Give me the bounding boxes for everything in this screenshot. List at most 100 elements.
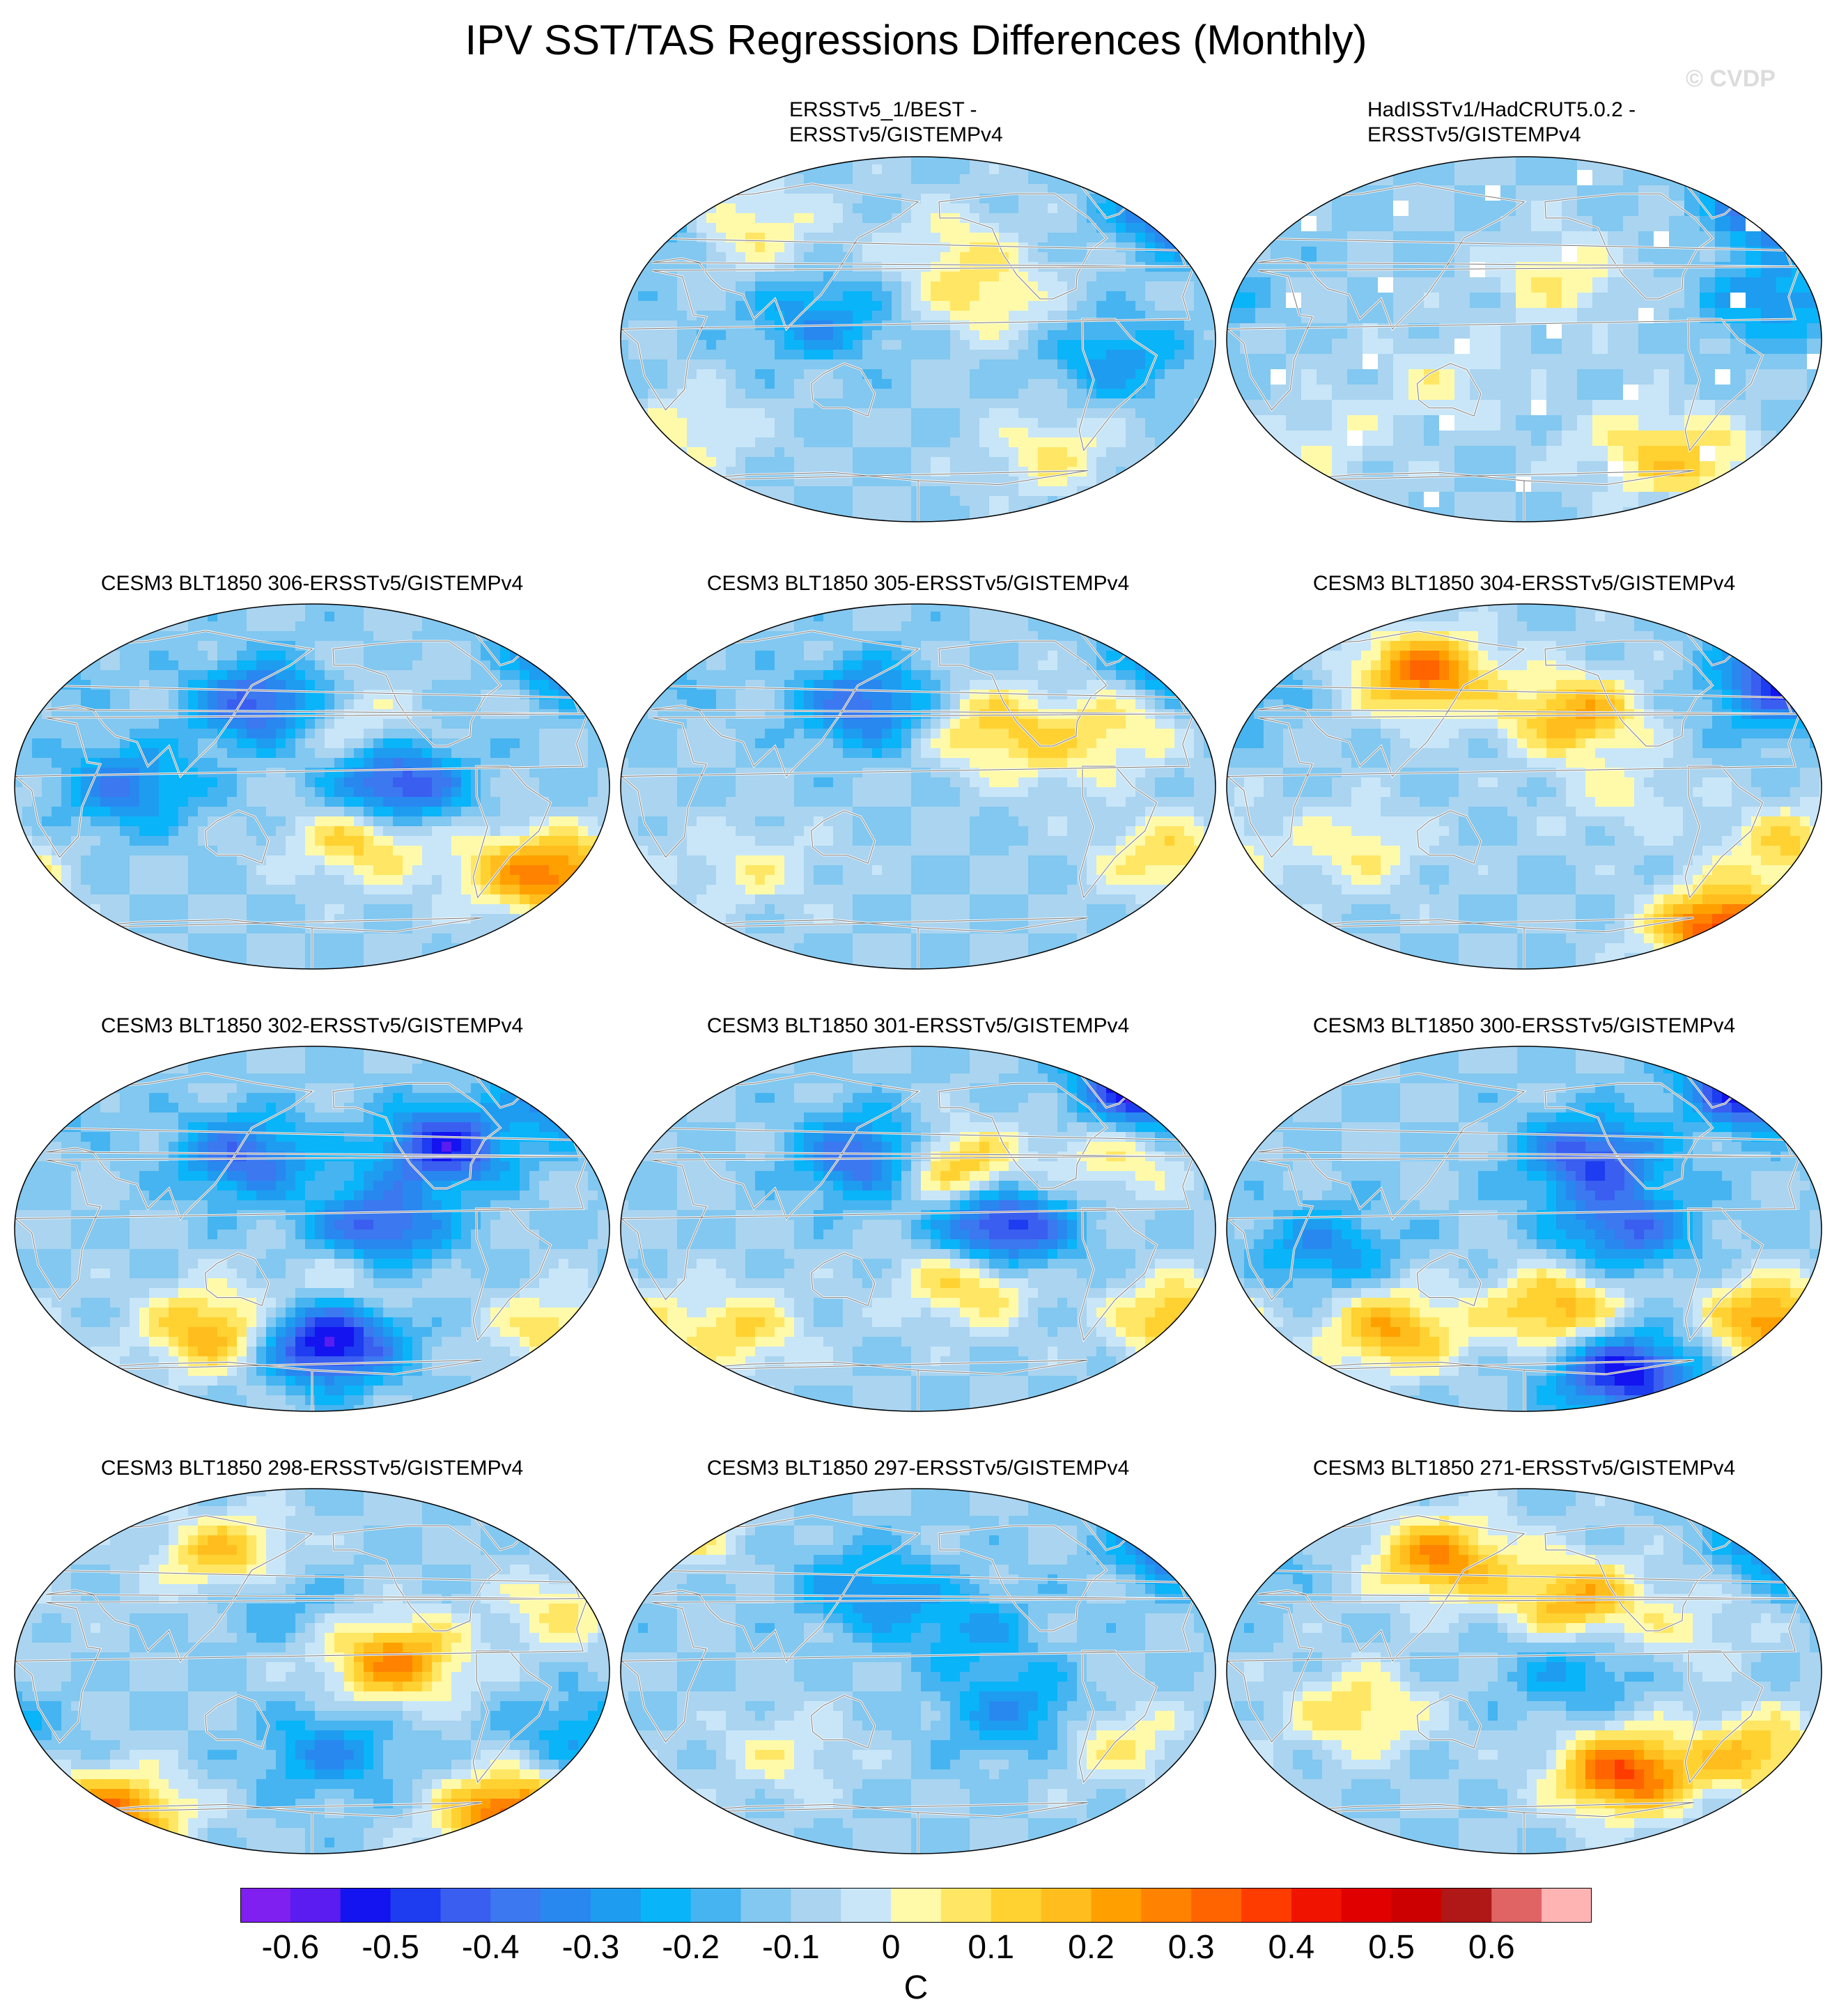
field-cell (1028, 428, 1039, 438)
field-cell (862, 213, 873, 224)
field-cell (1715, 277, 1731, 293)
field-cell (276, 787, 286, 798)
field-cell (325, 797, 335, 807)
field-cell (1546, 157, 1562, 171)
field-cell (999, 379, 1009, 389)
field-cell (1500, 339, 1516, 355)
field-cell (539, 641, 550, 651)
field-cell (1684, 216, 1700, 232)
field-cell (1204, 389, 1214, 399)
field-cell (1500, 385, 1516, 401)
field-cell (22, 846, 33, 856)
field-cell (628, 515, 639, 522)
field-cell (1271, 522, 1287, 524)
field-cell (198, 787, 208, 798)
field-cell (706, 340, 717, 350)
field-cell (1116, 437, 1126, 448)
field-cell (960, 408, 970, 419)
field-cell (1562, 231, 1578, 247)
field-cell (1746, 385, 1762, 401)
field-cell (931, 311, 941, 321)
field-cell (442, 777, 452, 788)
field-cell (568, 738, 579, 749)
field-cell (120, 787, 130, 798)
field-cell (784, 203, 795, 214)
field-cell (471, 604, 481, 612)
field-cell (833, 496, 844, 506)
field-cell (178, 660, 189, 671)
field-cell (315, 836, 325, 846)
field-cell (1145, 486, 1156, 497)
field-cell (989, 174, 1000, 185)
field-cell (745, 428, 756, 438)
field-cell (598, 660, 608, 671)
field-cell (940, 272, 951, 282)
field-cell (872, 506, 883, 516)
field-cell (960, 233, 970, 243)
field-cell (706, 157, 717, 165)
field-cell (1454, 522, 1470, 524)
field-cell (276, 758, 286, 768)
field-cell (1116, 291, 1126, 302)
field-cell (1194, 350, 1204, 360)
field-cell (833, 164, 844, 175)
field-cell (549, 758, 559, 768)
field-cell (344, 797, 355, 807)
field-cell (1227, 369, 1241, 385)
global-map (620, 156, 1216, 522)
field-cell (32, 777, 42, 788)
field-cell (1194, 515, 1204, 522)
field-cell (227, 797, 238, 807)
field-cell (315, 748, 325, 759)
field-cell (1204, 398, 1214, 409)
field-cell (1546, 185, 1562, 201)
field-cell (364, 670, 374, 681)
field-cell (1317, 369, 1333, 385)
field-cell (648, 242, 658, 253)
field-cell (853, 281, 863, 292)
field-cell (1028, 359, 1039, 370)
field-cell (1194, 467, 1204, 477)
field-cell (481, 680, 491, 690)
field-cell (931, 301, 941, 311)
field-cell (745, 437, 756, 448)
field-cell (422, 660, 433, 671)
field-cell (383, 699, 394, 710)
field-cell (305, 719, 316, 729)
field-cell (1715, 323, 1731, 339)
field-cell (1126, 467, 1136, 477)
field-cell (833, 252, 844, 263)
field-cell (921, 369, 931, 380)
field-cell (716, 233, 727, 243)
cvdp-watermark: © CVDP (1686, 65, 1776, 93)
field-cell (432, 631, 442, 642)
field-cell (950, 418, 961, 428)
field-cell (130, 621, 140, 632)
field-cell (1807, 461, 1822, 477)
field-cell (1184, 184, 1195, 194)
field-cell (490, 699, 501, 710)
field-cell (882, 320, 892, 331)
field-cell (950, 428, 961, 438)
field-cell (100, 846, 111, 856)
field-cell (81, 846, 91, 856)
field-cell (520, 836, 530, 846)
field-cell (178, 748, 189, 759)
field-cell (1255, 216, 1271, 232)
field-cell (1654, 415, 1670, 431)
field-cell (1608, 170, 1624, 186)
field-cell (568, 670, 579, 681)
field-cell (1715, 157, 1731, 171)
field-cell (461, 748, 472, 759)
field-cell (999, 369, 1009, 380)
field-cell (227, 612, 238, 622)
field-cell (1116, 272, 1126, 282)
field-cell (1240, 522, 1256, 524)
field-cell (1746, 157, 1762, 171)
field-cell (588, 631, 598, 642)
field-cell (1087, 157, 1097, 165)
field-cell (266, 690, 277, 700)
field-cell (979, 301, 990, 311)
field-cell (638, 486, 649, 497)
field-cell (843, 330, 853, 341)
